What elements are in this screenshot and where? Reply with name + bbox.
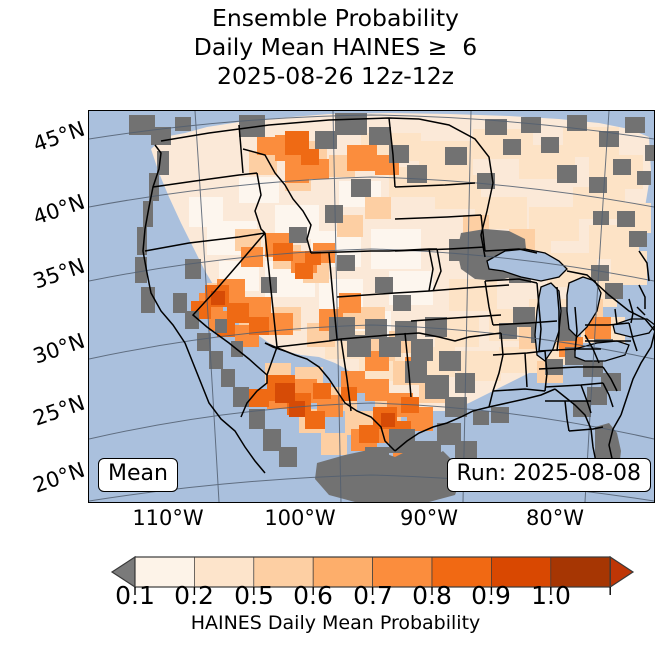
- colorbar-axis-label: HAINES Daily Mean Probability: [190, 612, 481, 634]
- lon-tick-80W: 80°W: [526, 506, 584, 530]
- colorbar-tick-4: 0.7: [353, 581, 393, 610]
- colorbar-tick-5: 0.8: [412, 581, 452, 610]
- lat-tick-35N: 35°N: [30, 253, 88, 294]
- colorbar-tick-2: 0.5: [234, 581, 274, 610]
- colorbar-tick-6: 0.9: [471, 581, 511, 610]
- lat-tick-20N: 20°N: [30, 457, 88, 498]
- colorbar-tick-1: 0.2: [174, 581, 214, 610]
- colorbar[interactable]: 0.1 0.2 0.5 0.6 0.7 0.8 0.9 1.0 HAINES D…: [0, 549, 671, 658]
- lat-tick-30N: 30°N: [30, 328, 88, 369]
- lon-tick-100W: 100°W: [264, 506, 336, 530]
- title-line-3: 2025-08-26 12z-12z: [217, 62, 454, 90]
- colorbar-gradient: [110, 555, 635, 595]
- run-date-badge: Run: 2025-08-08: [446, 458, 651, 492]
- run-date-label: Run: 2025-08-08: [456, 461, 641, 486]
- lon-tick-110W: 110°W: [132, 506, 204, 530]
- colorbar-tick-labels: 0.1 0.2 0.5 0.6 0.7 0.8 0.9 1.0: [0, 581, 671, 611]
- lat-tick-45N: 45°N: [30, 116, 88, 157]
- title-line-2: Daily Mean HAINES ≥ 6: [193, 33, 478, 61]
- lat-tick-40N: 40°N: [30, 189, 88, 230]
- mean-annotation-badge: Mean: [98, 458, 178, 492]
- mean-annotation-label: Mean: [108, 461, 168, 486]
- lon-tick-90W: 90°W: [400, 506, 458, 530]
- colorbar-tick-3: 0.6: [293, 581, 333, 610]
- page-title: Ensemble Probability Daily Mean HAINES ≥…: [0, 4, 671, 91]
- colorbar-tick-0: 0.1: [115, 581, 155, 610]
- colorbar-tick-7: 1.0: [531, 581, 571, 610]
- probability-heatmap: [89, 111, 654, 502]
- map-plot-area[interactable]: [88, 110, 655, 503]
- lat-tick-25N: 25°N: [30, 390, 88, 431]
- title-line-1: Ensemble Probability: [212, 4, 459, 32]
